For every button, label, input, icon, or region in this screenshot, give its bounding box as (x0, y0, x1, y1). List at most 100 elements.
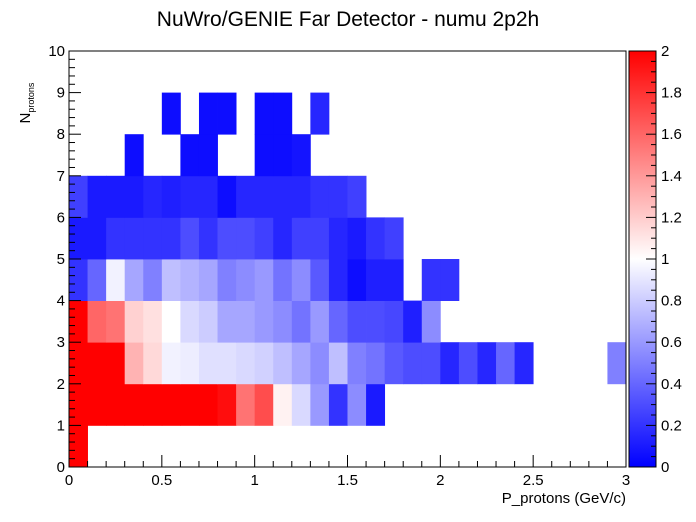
heatmap-cell (217, 92, 237, 135)
heatmap-cell (143, 175, 163, 218)
heatmap-cell (328, 175, 348, 218)
heatmap-cell (124, 342, 144, 385)
heatmap-cell (384, 217, 404, 260)
heatmap-cell (291, 342, 311, 385)
heatmap-cell (254, 383, 274, 426)
heatmap-cell (328, 300, 348, 343)
x-tick-label: 1 (250, 472, 258, 489)
heatmap-cell (180, 259, 200, 301)
heatmap-cell (198, 259, 218, 301)
heatmap-cell (310, 175, 330, 218)
heatmap-cell (124, 383, 144, 426)
heatmap-cell (69, 383, 88, 426)
heatmap-cell (458, 342, 478, 385)
z-tick-label: 2 (661, 43, 669, 60)
heatmap-cell (69, 425, 88, 468)
x-tick-label: 0.5 (151, 472, 172, 489)
y-tick-label: 3 (57, 334, 65, 351)
heatmap-cell (217, 300, 237, 343)
y-tick-label: 7 (57, 168, 65, 185)
heatmap-cell (124, 259, 144, 301)
heatmap-cell (291, 134, 311, 177)
heatmap-cell (366, 383, 386, 426)
heatmap-cell (198, 134, 218, 177)
heatmap-cell (440, 259, 460, 301)
heatmap-cell (198, 175, 218, 218)
x-axis: 0 0.5 1 1.5 2 2.5 3 (65, 455, 630, 489)
y-tick-label: 8 (57, 126, 65, 143)
heatmap-cell (217, 259, 237, 301)
heatmap-cell (180, 175, 200, 218)
x-tick-label: 1.5 (337, 472, 358, 489)
heatmap-cell (161, 175, 181, 218)
heatmap-cell (254, 92, 274, 135)
heatmap-cell (347, 383, 367, 426)
heatmap-cell (514, 342, 534, 385)
heatmap-cell (384, 342, 404, 385)
heatmap-cell (310, 342, 330, 385)
heatmap-cell (124, 300, 144, 343)
heatmap-cell (143, 342, 163, 385)
heatmap-cell (403, 342, 423, 385)
heatmap-cell (366, 300, 386, 343)
heatmap-cell (124, 134, 144, 177)
heatmap-cell (254, 342, 274, 385)
heatmap-cell (87, 175, 107, 218)
heatmap-cell (236, 300, 256, 343)
heatmap-cell (366, 217, 386, 260)
heatmap-cell (273, 259, 293, 301)
heatmap-cell (496, 342, 515, 385)
heatmap-cell (143, 383, 163, 426)
heatmap-cell (69, 342, 88, 385)
z-tick-label: 0.4 (661, 376, 682, 393)
y-tick-label: 10 (48, 43, 65, 60)
heatmap-cell (236, 175, 256, 218)
color-scale-axis: 0 0.2 0.4 0.6 0.8 1 1.2 1.4 1.6 1.8 2 (646, 43, 682, 476)
heatmap-cell (291, 217, 311, 260)
chart-title: NuWro/GENIE Far Detector - numu 2p2h (157, 8, 539, 31)
heatmap-cell (236, 383, 256, 426)
heatmap-cell (106, 342, 126, 385)
heatmap-cell (124, 175, 144, 218)
heatmap-cell (273, 383, 293, 426)
heatmap-cell (403, 300, 423, 343)
heatmap-cell (607, 342, 627, 385)
heatmap-cell (291, 259, 311, 301)
heatmap-cell (161, 342, 181, 385)
y-tick-label: 5 (57, 251, 65, 268)
y-tick-label: 0 (57, 459, 65, 476)
heatmap-cell (477, 342, 497, 385)
y-tick-label: 9 (57, 85, 65, 102)
heatmap-cell (180, 383, 200, 426)
heatmap-cell (87, 383, 107, 426)
heatmap-cell (198, 342, 218, 385)
heatmap-cell (87, 342, 107, 385)
heatmap-cell (69, 217, 88, 260)
heatmap-cell (198, 217, 218, 260)
z-tick-label: 1 (661, 251, 669, 268)
heatmap-cell (161, 92, 181, 135)
z-tick-label: 0.6 (661, 334, 682, 351)
heatmap-cell (328, 217, 348, 260)
heatmap-cell (273, 134, 293, 177)
heatmap-cell (310, 383, 330, 426)
heatmap-cell (106, 259, 126, 301)
heatmap-cell (366, 259, 386, 301)
heatmap-cell (384, 300, 404, 343)
heatmap-cell (87, 259, 107, 301)
x-tick-label: 3 (622, 472, 630, 489)
heatmap-cell (69, 300, 88, 343)
heatmap-cell (236, 259, 256, 301)
heatmap-cell (161, 217, 181, 260)
heatmap-cell (217, 342, 237, 385)
y-tick-label: 1 (57, 417, 65, 434)
heatmap-cell (106, 217, 126, 260)
heatmap-cell (440, 342, 460, 385)
z-tick-label: 1.6 (661, 126, 682, 143)
heatmap-cell (328, 259, 348, 301)
heatmap-cell (69, 259, 88, 301)
x-tick-label: 2 (436, 472, 444, 489)
heatmap-cell (421, 300, 441, 343)
heatmap-cell (106, 300, 126, 343)
